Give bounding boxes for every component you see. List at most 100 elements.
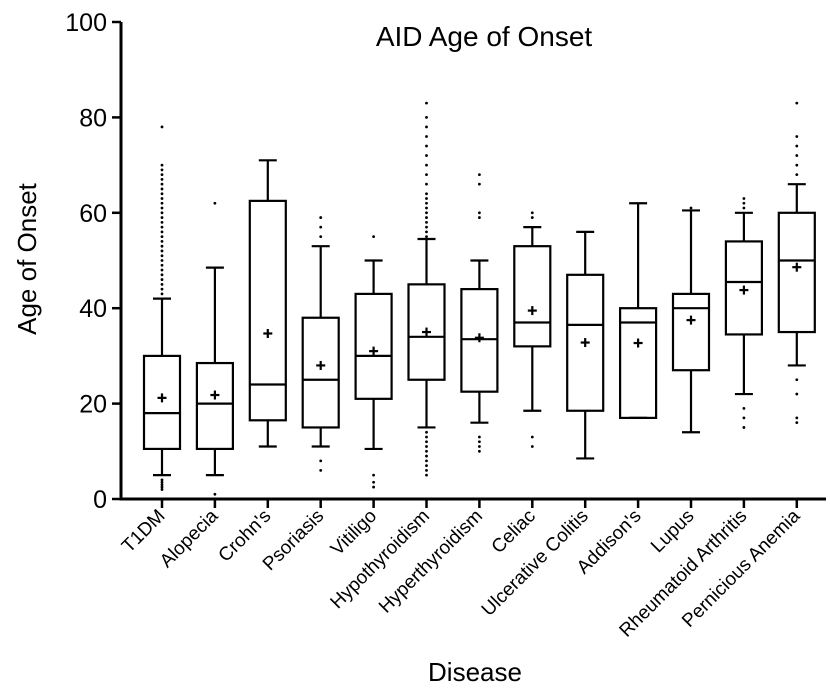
outlier-point <box>160 273 164 277</box>
outlier-point <box>425 206 428 210</box>
outlier-point <box>160 230 164 234</box>
y-axis-label: Age of Onset <box>12 182 42 335</box>
outlier-point <box>160 483 164 487</box>
box-group <box>195 201 234 496</box>
outlier-point <box>425 163 428 167</box>
outlier-point <box>425 173 428 177</box>
iqr-box <box>142 354 182 451</box>
outlier-point <box>425 225 428 229</box>
outlier-point <box>425 435 428 439</box>
outlier-point <box>160 263 164 267</box>
box-group <box>777 101 816 425</box>
outlier-point <box>478 211 481 215</box>
outlier-point <box>425 101 428 105</box>
outlier-point <box>742 406 746 410</box>
outlier-point <box>319 216 323 219</box>
outlier-point <box>160 244 164 248</box>
box-series <box>142 101 816 496</box>
y-tick-label: 60 <box>79 200 107 228</box>
outlier-point <box>425 182 428 186</box>
outlier-point <box>160 206 164 210</box>
outlier-point <box>160 488 164 491</box>
outlier-point <box>478 173 481 177</box>
outlier-point <box>372 235 375 239</box>
box-group <box>618 202 658 420</box>
outlier-point <box>160 211 164 215</box>
outlier-point <box>530 435 534 439</box>
outlier-point <box>160 240 164 243</box>
outlier-point <box>160 201 164 205</box>
chart-title: AID Age of Onset <box>376 21 593 52</box>
iqr-box <box>354 292 393 400</box>
outlier-point <box>478 435 481 439</box>
outlier-point <box>689 206 693 210</box>
outlier-point <box>795 421 799 425</box>
outlier-point <box>425 468 428 472</box>
outlier-point <box>425 125 428 129</box>
outlier-point <box>425 449 428 453</box>
outlier-point <box>160 485 164 489</box>
outlier-point <box>425 230 428 234</box>
x-tick-label: Lupus <box>647 506 698 557</box>
iqr-box <box>301 316 340 429</box>
outlier-point <box>160 187 164 191</box>
outlier-point <box>795 144 799 148</box>
box-group <box>407 101 446 477</box>
iqr-box <box>724 240 764 336</box>
outlier-point <box>372 485 375 489</box>
outlier-point <box>160 225 164 229</box>
outlier-point <box>319 225 323 229</box>
box-group <box>460 173 499 453</box>
outlier-point <box>742 201 746 205</box>
outlier-point <box>425 135 428 138</box>
outlier-point <box>213 492 217 496</box>
outlier-point <box>160 287 164 291</box>
box-group <box>354 235 393 489</box>
outlier-point <box>478 440 481 444</box>
outlier-point <box>795 416 799 420</box>
outlier-point <box>160 178 164 181</box>
x-tick-label: Celiac <box>488 506 540 558</box>
y-tick-label: 40 <box>79 295 107 323</box>
iqr-box <box>460 288 499 393</box>
outlier-point <box>160 168 164 172</box>
outlier-point <box>425 464 428 468</box>
outlier-point <box>425 211 428 215</box>
outlier-point <box>742 426 746 429</box>
outlier-point <box>425 445 428 448</box>
outlier-point <box>742 197 746 200</box>
outlier-point <box>530 445 534 448</box>
outlier-point <box>160 259 164 262</box>
iqr-box <box>513 245 552 348</box>
x-tick-label: Alopecia <box>156 505 223 572</box>
outlier-point <box>160 292 164 296</box>
outlier-point <box>425 220 428 224</box>
iqr-box <box>248 199 287 422</box>
outlier-point <box>478 216 481 219</box>
outlier-point <box>372 473 375 477</box>
outlier-point <box>425 459 428 463</box>
iqr-box <box>566 273 605 412</box>
outlier-point <box>160 235 164 239</box>
outlier-point <box>795 154 799 157</box>
outlier-point <box>425 473 428 477</box>
outlier-point <box>795 378 799 382</box>
y-axis-ticks: 0 20 40 60 80 100 <box>65 9 121 514</box>
outlier-point <box>160 254 164 258</box>
outlier-point <box>478 449 481 453</box>
outlier-point <box>160 480 164 484</box>
iqr-box <box>618 307 658 420</box>
outlier-point <box>160 282 164 286</box>
y-tick-label: 100 <box>65 9 107 37</box>
outlier-point <box>319 468 323 472</box>
outlier-point <box>160 478 164 482</box>
x-axis-ticks: T1DMAlopeciaCrohn'sPsoriasisVitiligoHypo… <box>118 499 805 642</box>
y-tick-label: 80 <box>79 104 107 132</box>
y-tick-label: 0 <box>93 486 107 514</box>
iqr-box <box>777 211 816 334</box>
outlier-point <box>160 268 164 272</box>
box-group <box>248 159 287 448</box>
box-group <box>142 125 182 491</box>
